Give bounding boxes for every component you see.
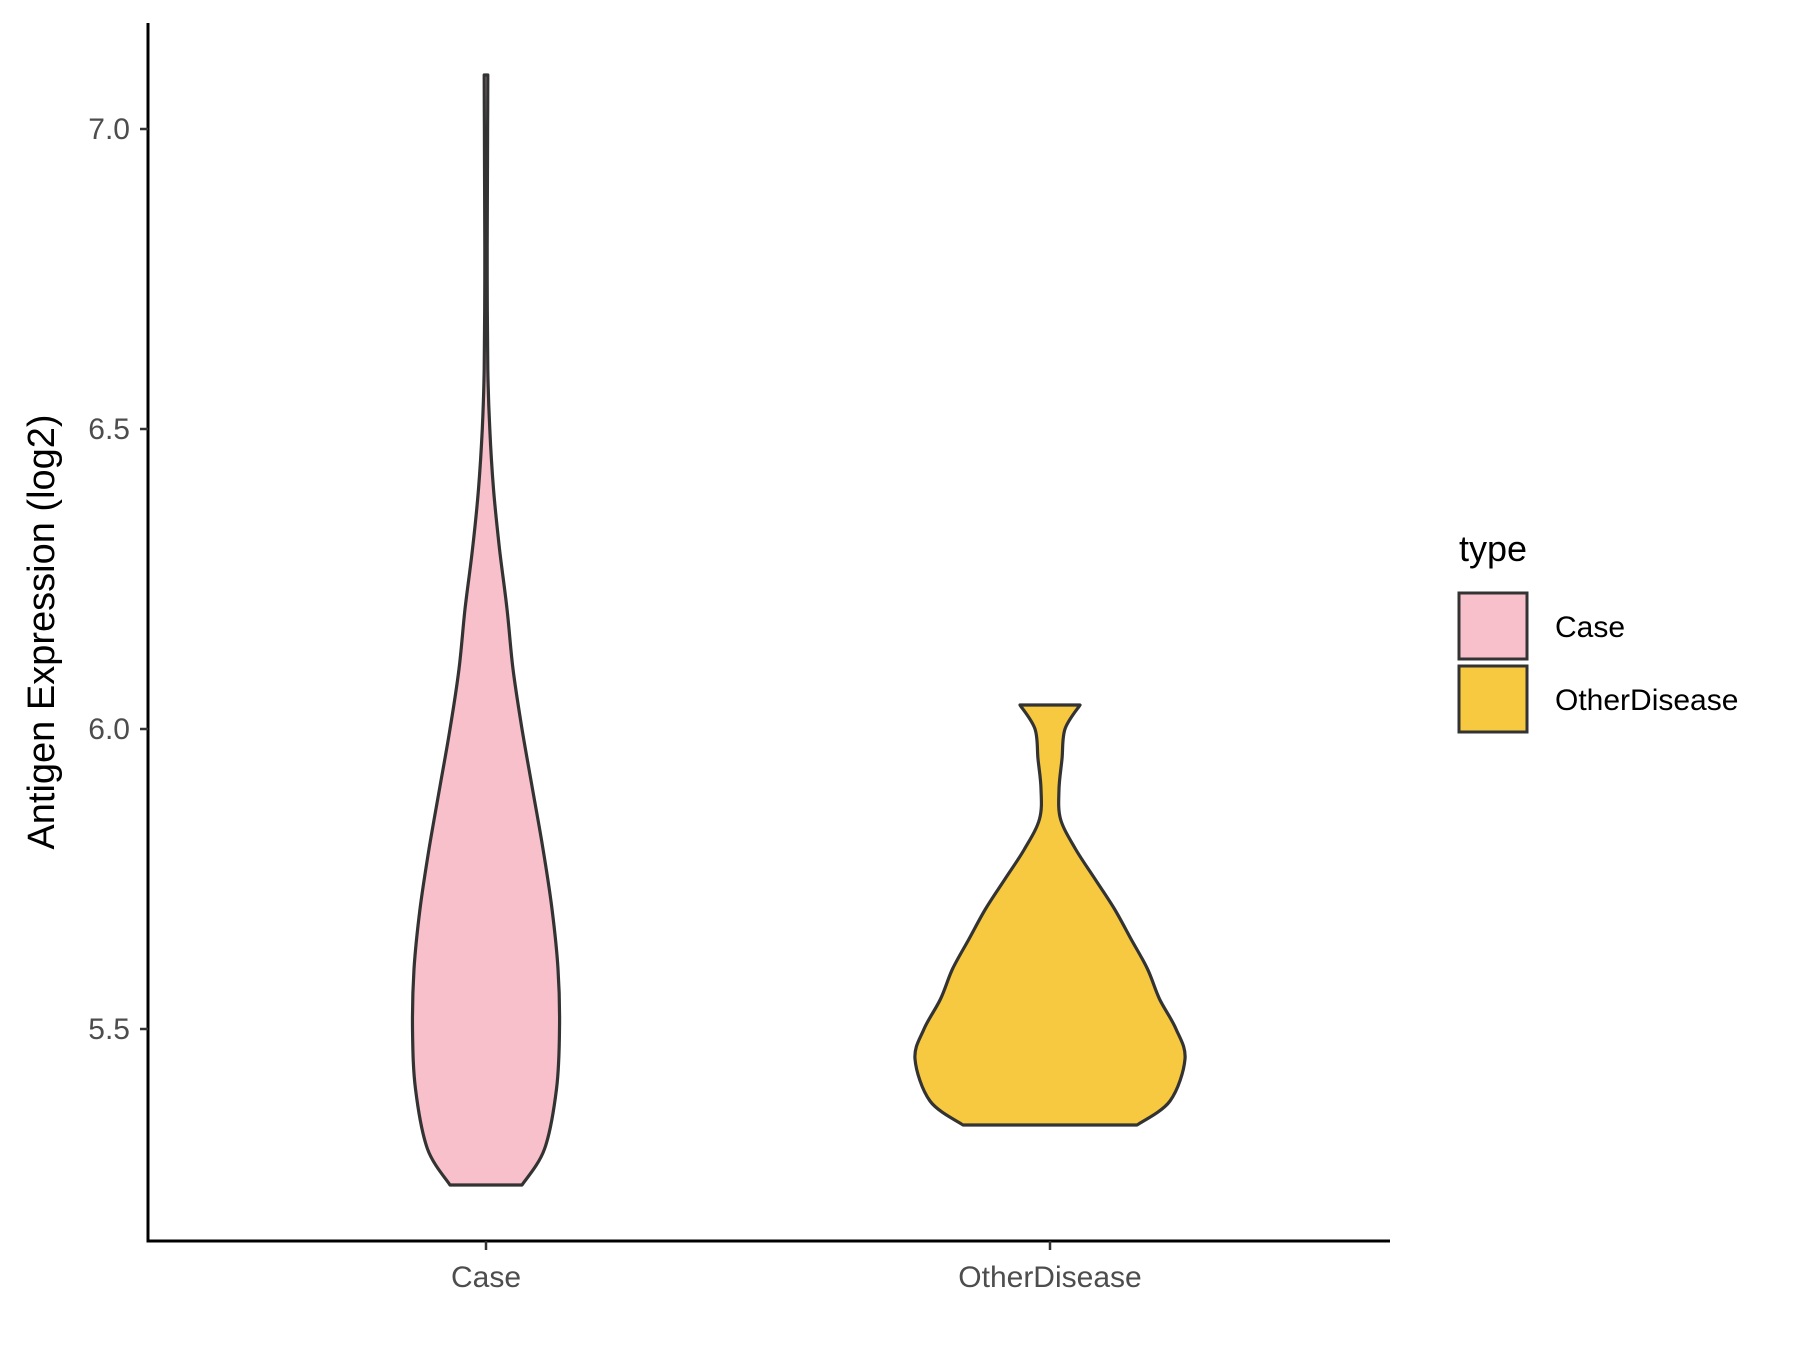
violin-otherdisease [913,703,1187,1127]
y-axis-title: Antigen Expression (log2) [21,414,63,849]
y-tick-label: 6.5 [88,413,130,446]
legend-label-otherdisease: OtherDisease [1555,684,1738,717]
y-ticks: 5.5 6.0 6.5 7.0 [88,113,148,1046]
x-tick-label: Case [451,1261,521,1294]
y-tick-label: 5.5 [88,1013,130,1046]
violin-case [410,73,562,1187]
y-tick-label: 7.0 [88,113,130,146]
y-tick-label: 6.0 [88,713,130,746]
legend-swatch-otherdisease [1457,664,1529,734]
axes-layer: 5.5 6.0 6.5 7.0 Case OtherDisease Antigen Ex… [21,23,1390,1294]
violins-layer [410,73,1187,1187]
x-ticks: Case OtherDisease [451,1241,1142,1294]
legend-title: type [1459,528,1527,569]
x-tick-label: OtherDisease [958,1261,1141,1294]
legend-entries: Case OtherDisease [1457,591,1738,734]
legend: type Case OtherDisease [1457,528,1738,734]
legend-label-case: Case [1555,611,1625,644]
legend-swatch-case [1457,591,1529,661]
